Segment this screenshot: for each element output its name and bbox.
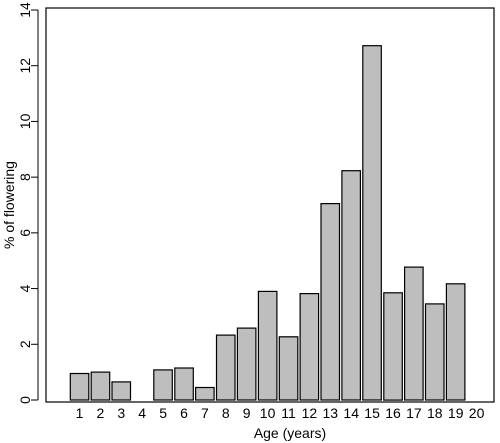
y-tick-label-6: 6 (17, 229, 33, 237)
bar-age-13 (320, 203, 341, 401)
x-tick-label-17: 17 (406, 405, 422, 421)
y-tick-label-4: 4 (17, 284, 33, 292)
y-tick-label-10: 10 (17, 113, 33, 129)
x-tick-label-4: 4 (138, 405, 146, 421)
x-tick-label-10: 10 (260, 405, 276, 421)
x-axis: 1 2 3 4 5 6 7 8 9 10 11 12 13 14 15 16 17 18 19 20 (76, 405, 485, 421)
bar-age-11 (278, 336, 299, 401)
bar-age-9 (236, 327, 257, 401)
bar-age-15 (362, 45, 382, 401)
bar-age-19 (445, 283, 466, 401)
x-tick-label-11: 11 (281, 405, 296, 421)
x-tick-label-14: 14 (343, 405, 359, 421)
x-tick-label-1: 1 (76, 405, 84, 421)
x-tick-label-19: 19 (448, 405, 464, 421)
y-tick-label-2: 2 (17, 340, 33, 348)
x-tick-label-7: 7 (201, 405, 209, 421)
bars-group (69, 45, 466, 401)
bar-age-8 (215, 334, 236, 401)
bar-age-7 (195, 386, 215, 401)
x-tick-label-2: 2 (97, 405, 105, 421)
x-tick-label-18: 18 (427, 405, 443, 421)
bar-age-16 (383, 292, 403, 401)
bar-age-14 (341, 170, 361, 401)
bar-age-2 (90, 371, 111, 401)
x-tick-label-5: 5 (159, 405, 167, 421)
x-tick-label-9: 9 (243, 405, 251, 421)
bar-age-3 (111, 381, 132, 401)
x-tick-label-16: 16 (385, 405, 401, 421)
x-tick-label-8: 8 (222, 405, 230, 421)
y-tick-label-0: 0 (17, 396, 33, 404)
bar-age-5 (153, 369, 173, 401)
x-tick-label-13: 13 (323, 405, 339, 421)
y-axis: 0 2 4 6 8 10 12 14 (17, 2, 39, 404)
bar-age-17 (404, 266, 424, 401)
y-tick-label-8: 8 (17, 173, 33, 181)
x-tick-label-12: 12 (302, 405, 318, 421)
y-tick-label-12: 12 (17, 58, 33, 74)
bar-age-10 (257, 290, 278, 401)
y-tick-label-14: 14 (17, 2, 33, 18)
bar-age-12 (299, 293, 320, 401)
bar-age-18 (424, 303, 445, 401)
bar-age-6 (174, 367, 194, 401)
bar-age-1 (69, 372, 90, 401)
x-tick-label-6: 6 (180, 405, 188, 421)
x-tick-label-20: 20 (469, 405, 485, 421)
y-axis-title: % of flowering (1, 161, 17, 249)
plot-frame (45, 7, 495, 403)
x-tick-label-3: 3 (117, 405, 125, 421)
x-axis-title: Age (years) (254, 425, 326, 441)
x-tick-label-15: 15 (364, 405, 380, 421)
